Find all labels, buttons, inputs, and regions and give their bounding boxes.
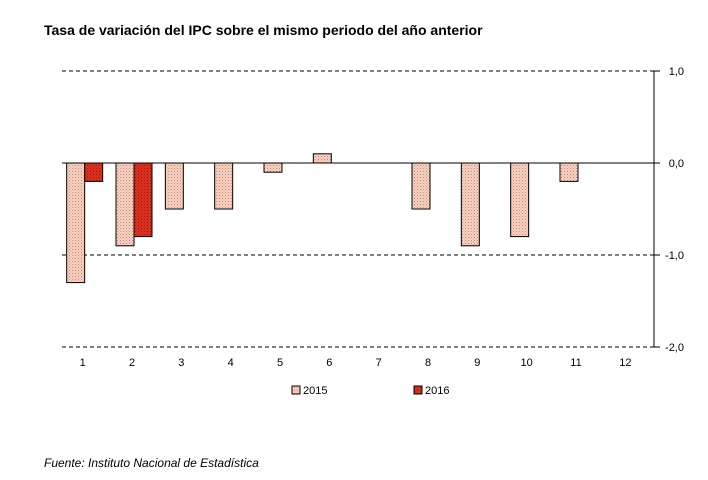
bar-2015-6 [312, 153, 332, 164]
bar-2015-10 [510, 162, 530, 238]
x-tick-label: 9 [474, 357, 480, 369]
x-tick-label: 6 [326, 357, 332, 369]
bar-2015-8 [411, 162, 431, 210]
source-note: Fuente: Instituto Nacional de Estadístic… [44, 456, 259, 470]
bar-2016-2 [133, 162, 153, 238]
x-tick-label: 7 [376, 357, 382, 369]
y-tick-label: 0,0 [669, 158, 684, 170]
legend-label-2016: 2016 [425, 385, 449, 397]
x-tick-label: 2 [129, 357, 135, 369]
legend-label-2015: 2015 [303, 385, 327, 397]
x-tick-label: 4 [228, 357, 234, 369]
bar-2015-5 [263, 162, 283, 173]
bar-2015-11 [559, 162, 579, 182]
chart-title: Tasa de variación del IPC sobre el mismo… [44, 22, 483, 38]
bar-2015-2 [115, 162, 135, 247]
x-tick-label: 10 [521, 357, 533, 369]
x-tick-label: 1 [80, 357, 86, 369]
bar-2015-9 [460, 162, 480, 247]
y-tick-label: -1,0 [665, 250, 684, 262]
bar-2015-1 [66, 162, 86, 284]
x-tick-label: 8 [425, 357, 431, 369]
y-tick-label: -2,0 [665, 342, 684, 354]
x-tick-label: 3 [178, 357, 184, 369]
x-tick-label: 5 [277, 357, 283, 369]
y-tick-label: 1,0 [669, 66, 684, 78]
legend-swatch-2016 [413, 385, 423, 395]
bar-2016-1 [84, 162, 104, 182]
x-tick-label: 12 [619, 357, 631, 369]
bar-2015-4 [214, 162, 234, 210]
x-tick-label: 11 [570, 357, 581, 369]
legend-swatch-2015 [291, 385, 301, 395]
bar-2015-3 [164, 162, 184, 210]
